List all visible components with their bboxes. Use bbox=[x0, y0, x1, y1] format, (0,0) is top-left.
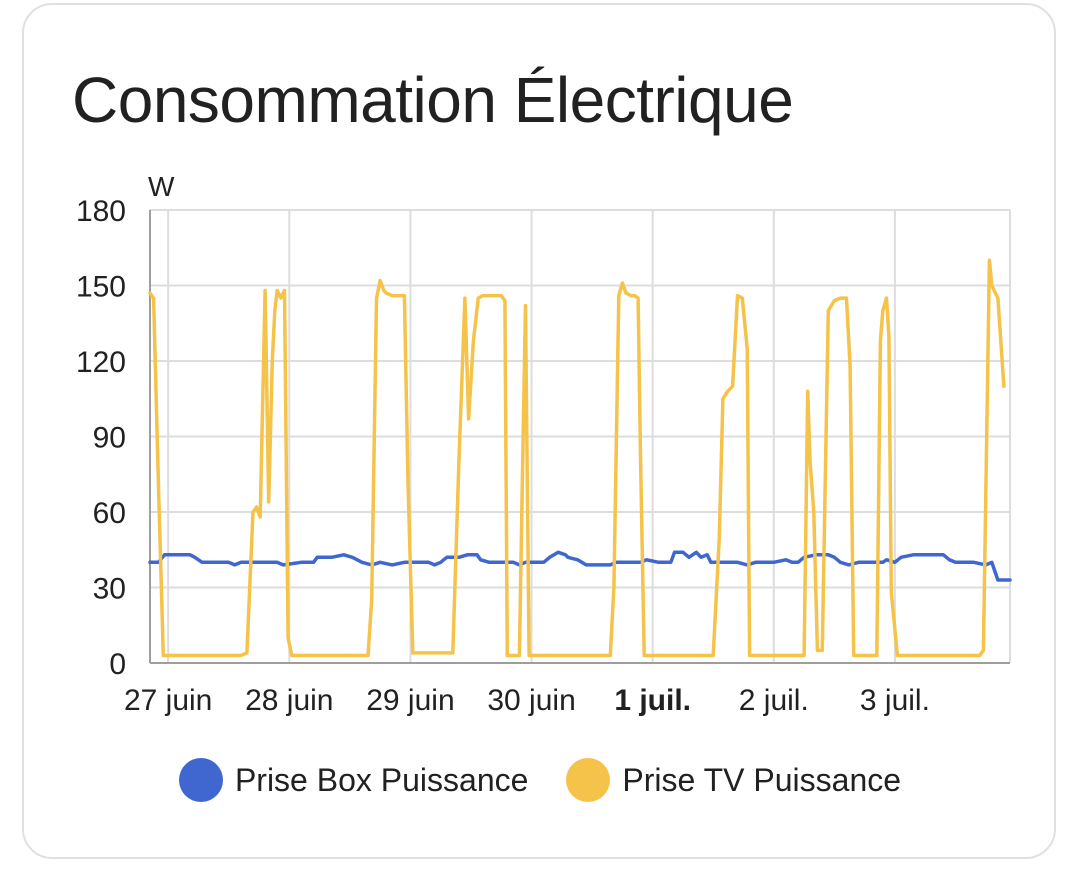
legend-swatch-box bbox=[178, 758, 223, 802]
y-tick-label: 180 bbox=[76, 195, 126, 228]
legend-swatch-tv bbox=[566, 758, 611, 802]
legend-label-tv: Prise TV Puissance bbox=[622, 761, 902, 798]
y-axis-label: W bbox=[148, 171, 175, 202]
x-tick-label: 1 juil. bbox=[614, 684, 691, 717]
x-tick-label: 3 juil. bbox=[860, 684, 930, 717]
card-title: Consommation Électrique bbox=[72, 64, 794, 136]
y-tick-label: 30 bbox=[93, 573, 126, 606]
chart-card: Consommation Électrique bbox=[22, 3, 1056, 859]
x-tick-label: 30 juin bbox=[487, 684, 575, 717]
y-tick-label: 120 bbox=[76, 346, 126, 379]
legend-label-box: Prise Box Puissance bbox=[234, 761, 529, 798]
x-tick-label: 2 juil. bbox=[739, 684, 809, 717]
series-line-tv bbox=[148, 258, 1006, 658]
series-line-box bbox=[148, 550, 1012, 582]
legend: Prise Box Puissance Prise TV Puissance bbox=[0, 758, 1080, 802]
y-tick-label: 90 bbox=[93, 422, 126, 455]
legend-item-box[interactable]: Prise Box Puissance bbox=[178, 758, 529, 802]
y-tick-label: 60 bbox=[93, 497, 126, 530]
x-tick-label: 28 juin bbox=[245, 684, 333, 717]
y-tick-label: 150 bbox=[76, 271, 126, 304]
x-tick-label: 29 juin bbox=[366, 684, 454, 717]
y-tick-label: 0 bbox=[109, 648, 126, 681]
x-tick-label: 27 juin bbox=[124, 684, 212, 717]
legend-item-tv[interactable]: Prise TV Puissance bbox=[566, 758, 901, 802]
